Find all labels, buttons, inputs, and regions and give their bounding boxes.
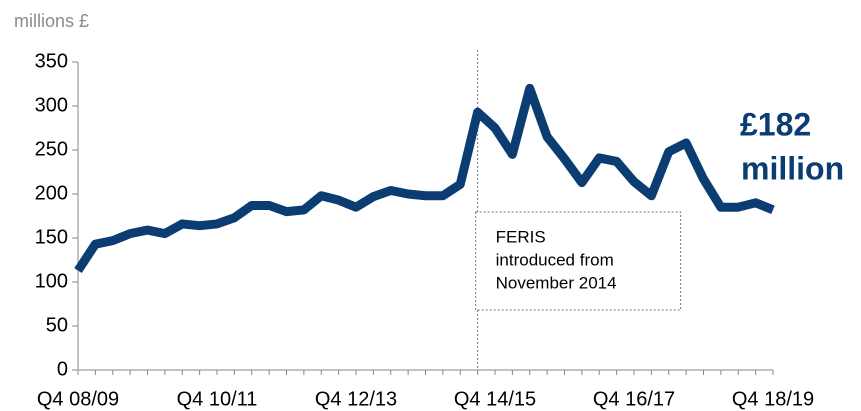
- annotation-text: FERIS: [496, 227, 546, 246]
- y-tick-label: 50: [46, 314, 68, 336]
- x-tick-label: Q4 08/09: [37, 388, 119, 410]
- annotation-text: introduced from: [496, 250, 614, 269]
- y-axis-label: millions £: [14, 11, 89, 31]
- x-tick-label: Q4 12/13: [315, 388, 397, 410]
- y-tick-label: 300: [35, 94, 68, 116]
- x-tick-label: Q4 10/11: [177, 388, 258, 410]
- x-tick-label: Q4 14/15: [454, 388, 536, 410]
- y-tick-label: 150: [35, 226, 68, 248]
- annotation-text: November 2014: [496, 273, 617, 292]
- y-tick-label: 200: [35, 182, 68, 204]
- y-tick-label: 100: [35, 270, 68, 292]
- y-tick-label: 250: [35, 138, 68, 160]
- line-series: [74, 83, 775, 274]
- annotation-box: [475, 211, 682, 311]
- x-tick-label: Q4 16/17: [593, 388, 675, 410]
- y-tick-label: 0: [57, 358, 68, 380]
- end-label: £182: [740, 106, 811, 142]
- end-label: million: [741, 150, 844, 186]
- x-tick-label: Q4 18/19: [732, 388, 814, 410]
- y-tick-label: 350: [35, 50, 68, 72]
